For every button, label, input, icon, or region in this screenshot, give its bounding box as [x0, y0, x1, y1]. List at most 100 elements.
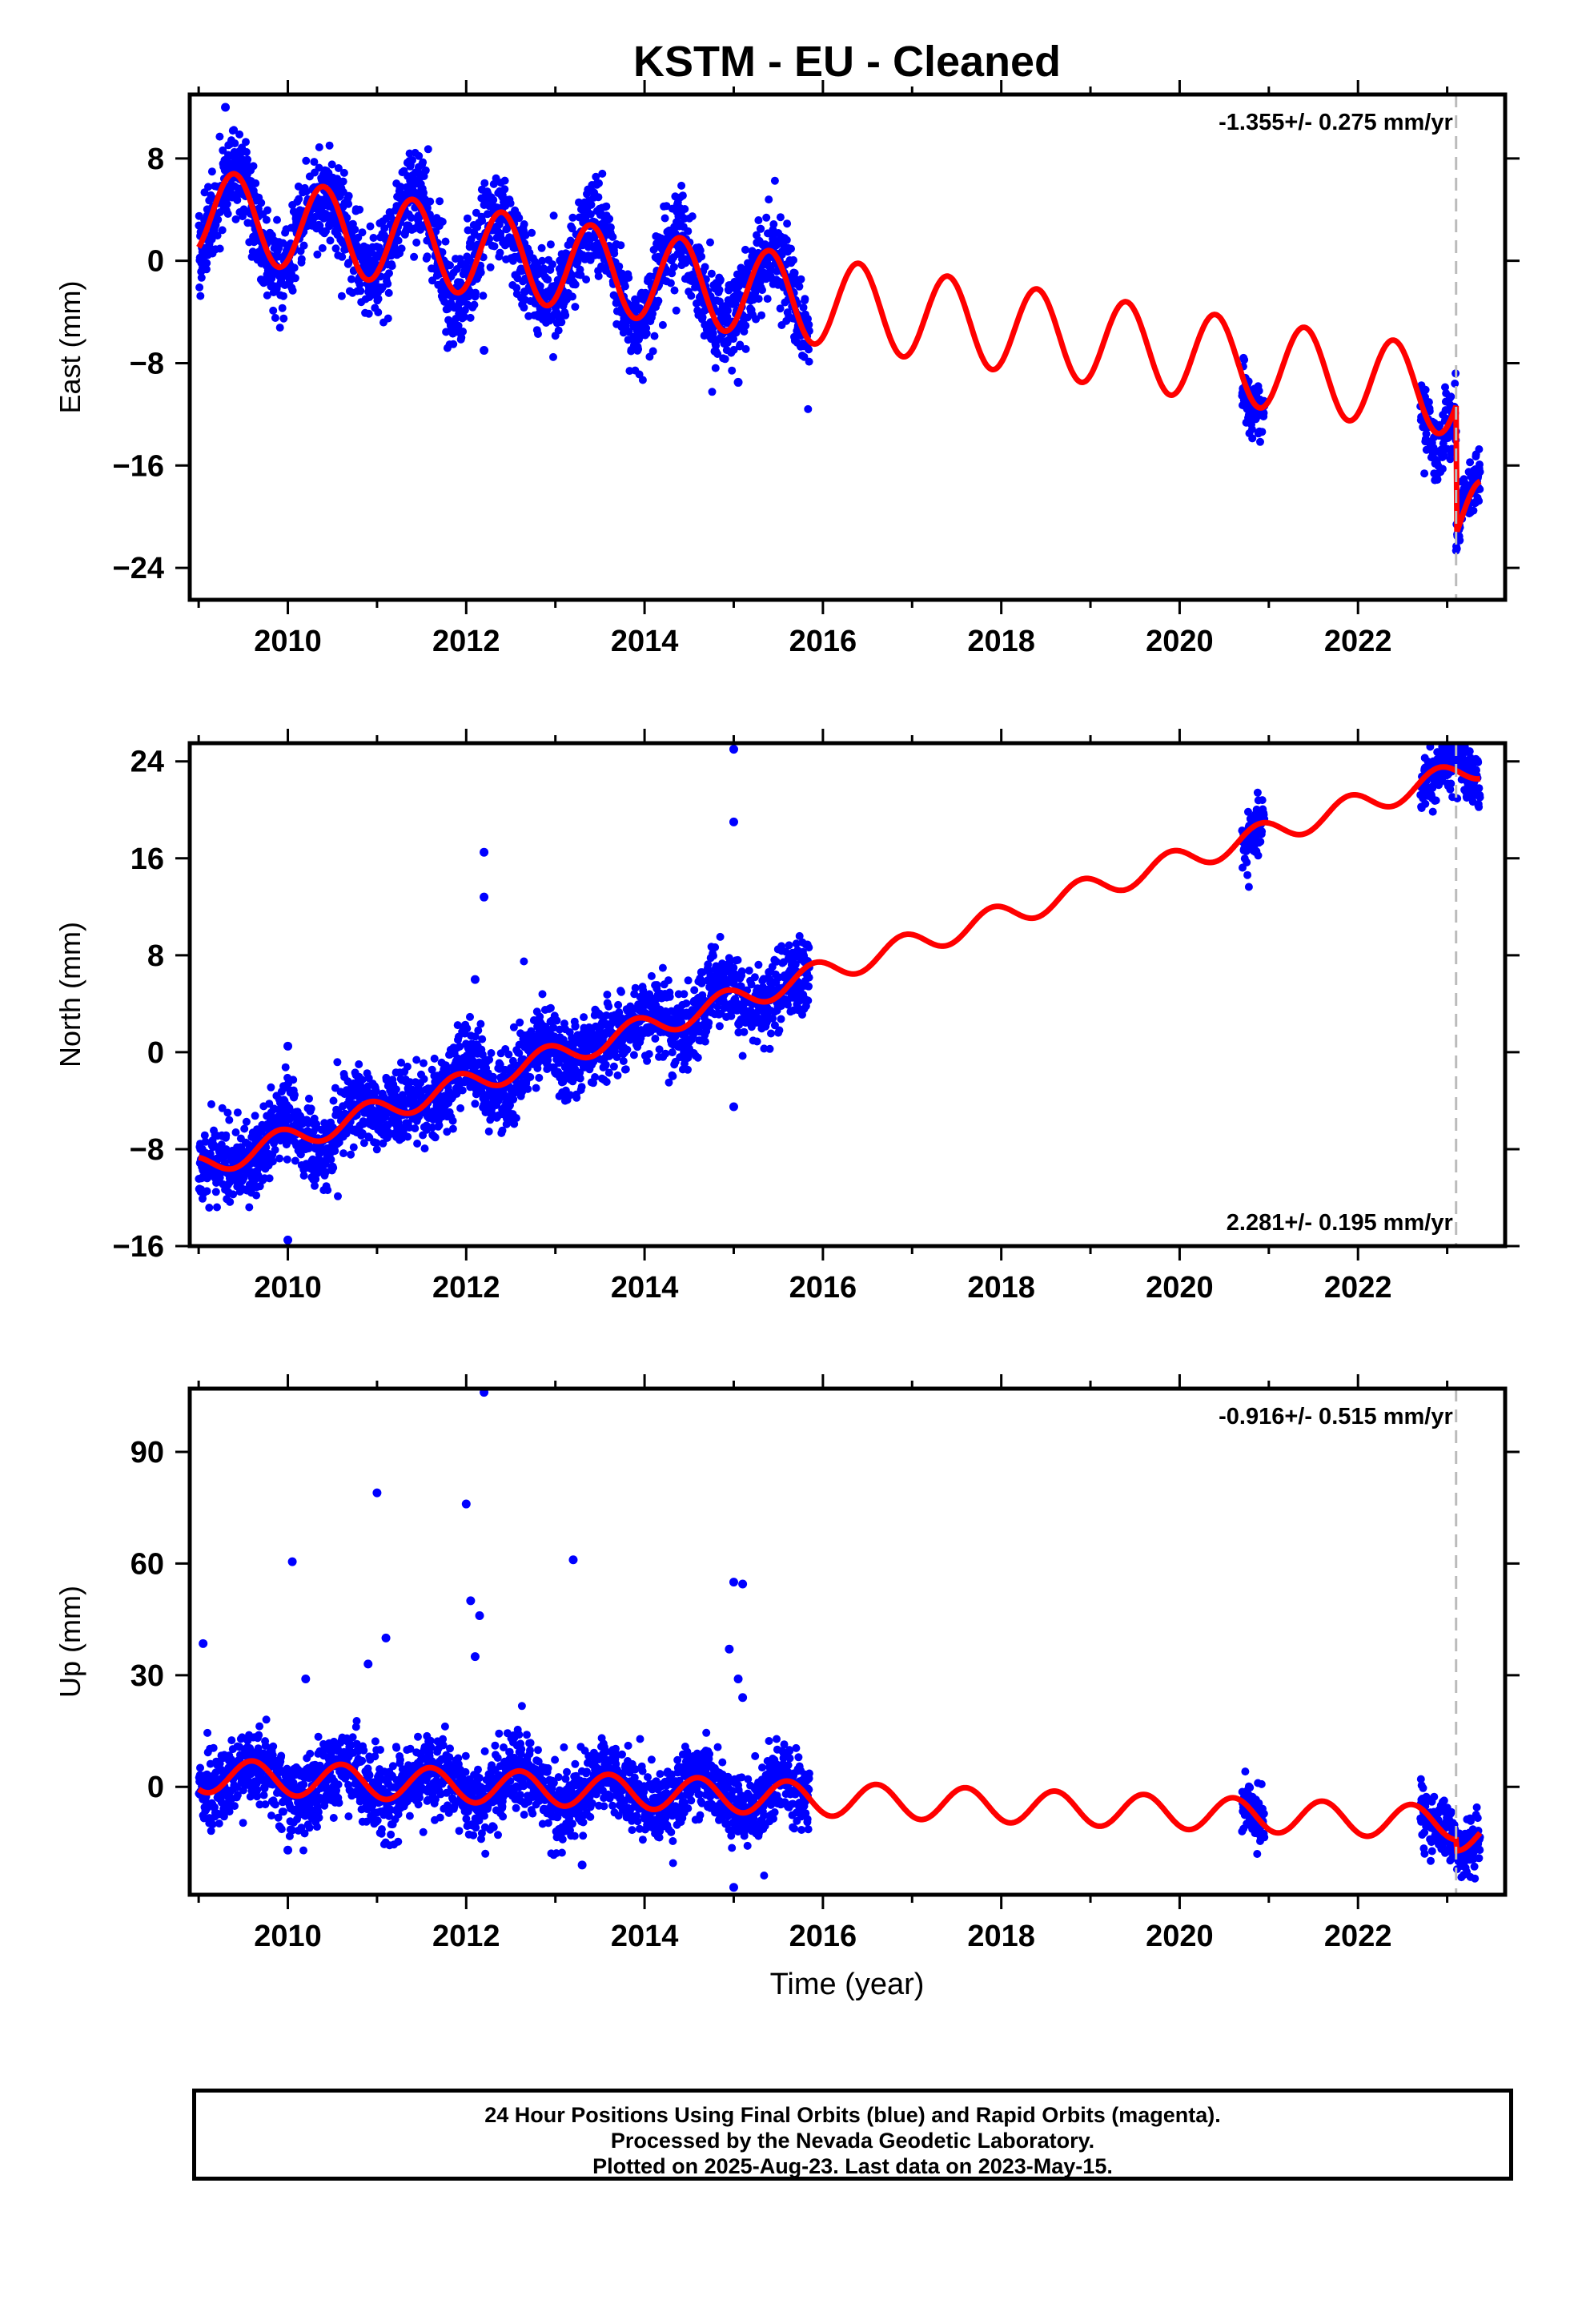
data-point — [520, 957, 528, 966]
data-point — [1447, 392, 1456, 401]
data-point — [403, 1062, 412, 1071]
data-point — [374, 308, 383, 316]
data-point — [602, 1078, 611, 1086]
data-point — [404, 1132, 412, 1141]
data-point — [620, 282, 629, 291]
data-point — [631, 983, 640, 992]
data-point — [713, 350, 722, 358]
data-point — [327, 160, 336, 169]
data-point — [339, 168, 348, 177]
data-point — [591, 1073, 600, 1081]
data-point — [709, 951, 717, 960]
data-point — [516, 1018, 524, 1027]
data-point — [769, 220, 778, 228]
data-point — [249, 162, 258, 171]
data-point — [484, 1127, 493, 1136]
data-point — [283, 1155, 291, 1164]
data-point — [568, 292, 576, 301]
data-point — [426, 197, 435, 206]
data-point — [411, 1124, 420, 1132]
data-point — [463, 1024, 472, 1033]
data-point — [512, 283, 521, 292]
data-point — [490, 242, 499, 251]
data-point — [412, 238, 421, 247]
data-point — [661, 1049, 670, 1058]
data-point — [299, 1172, 308, 1180]
data-point — [765, 195, 773, 204]
data-point — [520, 220, 528, 228]
data-point — [643, 1056, 652, 1065]
y-axis-label: East (mm) — [54, 281, 86, 414]
data-point — [366, 222, 375, 231]
data-point — [615, 262, 624, 271]
data-point — [548, 260, 556, 269]
data-point — [364, 309, 373, 318]
data-point — [438, 217, 447, 226]
data-point — [252, 1191, 261, 1200]
data-point — [629, 1051, 638, 1059]
data-point — [716, 932, 725, 941]
data-point — [334, 1192, 342, 1200]
data-point — [738, 1051, 747, 1060]
data-point — [197, 273, 206, 282]
data-point — [619, 1057, 628, 1065]
data-point — [602, 202, 611, 211]
data-point — [331, 244, 340, 253]
outlier-point — [480, 345, 489, 355]
panel-2: 2010 2012 2014 2016 2018 2020 2022241680−8−16N… — [54, 729, 1520, 1305]
data-point — [202, 265, 211, 274]
data-point — [356, 287, 365, 296]
x-tick-label: 2020 — [1146, 625, 1214, 658]
data-point — [754, 216, 763, 224]
data-point — [684, 1065, 692, 1074]
data-point — [678, 191, 687, 200]
data-point — [275, 324, 284, 332]
data-point — [420, 188, 428, 197]
data-point — [789, 255, 797, 264]
data-point — [684, 976, 693, 985]
data-point — [669, 1072, 677, 1080]
data-point — [701, 1037, 709, 1046]
data-point — [480, 179, 489, 187]
data-point — [251, 1112, 259, 1120]
data-point — [458, 1086, 467, 1095]
data-point — [767, 1029, 775, 1038]
data-point — [1421, 385, 1430, 394]
data-point — [716, 275, 725, 284]
data-point — [305, 1094, 313, 1103]
data-point — [715, 1022, 724, 1031]
data-point — [623, 1045, 632, 1054]
data-point — [274, 252, 283, 261]
data-point — [279, 292, 287, 300]
data-point — [649, 245, 658, 254]
data-point — [245, 1203, 254, 1212]
data-point — [799, 304, 808, 312]
data-point — [606, 223, 615, 231]
data-point — [242, 138, 250, 147]
data-point — [801, 295, 809, 304]
data-point — [391, 1085, 400, 1094]
data-point — [741, 344, 750, 353]
data-point — [479, 292, 488, 300]
data-point — [538, 256, 547, 265]
data-point — [408, 156, 416, 164]
data-point — [740, 1027, 749, 1036]
data-point — [576, 271, 585, 279]
data-point — [489, 195, 498, 204]
data-point — [383, 279, 392, 288]
y-tick-label: −8 — [130, 347, 164, 380]
data-point — [265, 1174, 274, 1183]
panel-1: 2010 2012 2014 2016 2018 2020 202280−8−16−24Ea… — [54, 80, 1520, 658]
data-point — [334, 164, 343, 172]
data-point — [456, 1104, 465, 1112]
data-point — [271, 1145, 279, 1154]
data-point — [478, 1035, 487, 1043]
data-point — [242, 1117, 251, 1126]
data-point — [532, 1084, 540, 1092]
data-point — [741, 321, 750, 330]
data-point — [333, 1058, 342, 1067]
data-point — [242, 147, 251, 156]
data-point — [546, 240, 555, 249]
data-point — [526, 1073, 535, 1081]
data-point — [580, 1013, 588, 1022]
